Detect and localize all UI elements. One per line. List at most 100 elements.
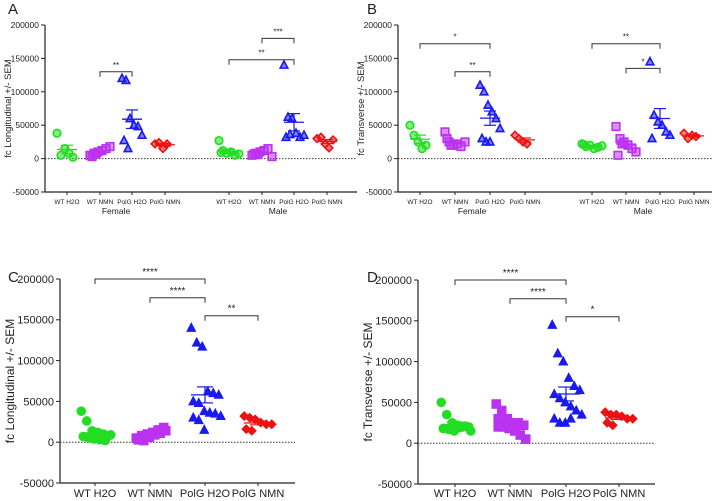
data-point-square <box>491 399 502 409</box>
significance-label: **** <box>142 267 158 278</box>
y-axis-label: fc Longitudinal +/- SEM <box>3 59 14 158</box>
data-point-triangle <box>290 127 302 138</box>
data-point-triangle <box>215 410 226 421</box>
data-point-square <box>105 141 115 152</box>
x-tick-label: PolG H2O <box>541 488 592 500</box>
y-tick-label: 50000 <box>381 397 412 409</box>
panel-letter: C <box>8 269 19 286</box>
data-point-triangle <box>118 134 130 145</box>
y-tick-label: 0 <box>48 437 54 449</box>
data-point-triangle <box>549 412 560 423</box>
y-tick-label: 0 <box>387 154 392 164</box>
data-point-diamond <box>324 142 334 153</box>
significance-bracket <box>99 71 133 77</box>
data-point-circle <box>436 397 447 408</box>
x-tick-label: PolG NMN <box>149 199 180 206</box>
y-tick-label: 200000 <box>17 274 54 286</box>
y-tick-label: 100000 <box>17 355 54 367</box>
significance-bracket <box>228 59 295 65</box>
data-point-circle <box>579 139 589 150</box>
data-point-square <box>613 150 623 160</box>
x-tick-label: PolG NMN <box>311 199 342 206</box>
data-point-triangle <box>646 132 658 143</box>
panel-letter: B <box>367 1 377 18</box>
significance-bracket <box>454 279 567 285</box>
data-point-triangle <box>494 122 506 133</box>
significance-bracket <box>204 315 259 321</box>
data-point-circle <box>105 430 116 440</box>
panel-D: D -50000 0 50000 100000 150000 200000 fc Transv… <box>361 268 655 500</box>
data-point-triangle <box>210 407 221 418</box>
data-point-triangle <box>199 424 210 434</box>
y-tick-label: 0 <box>406 438 412 450</box>
data-point-diamond <box>607 420 618 431</box>
x-tick-label: WT NMN <box>127 488 172 500</box>
data-point-circle <box>76 406 87 416</box>
data-point-diamond <box>627 413 638 424</box>
significance-label: **** <box>530 287 546 298</box>
significance-label: **** <box>170 286 186 297</box>
significance-bracket <box>94 278 206 284</box>
x-tick-label: WT NMN <box>87 199 114 206</box>
data-point-triangle <box>199 405 210 416</box>
x-tick-label: PolG H2O <box>117 199 147 206</box>
data-point-triangle <box>565 400 576 411</box>
data-point-diamond <box>679 128 689 139</box>
y-axis-label: fc Longitudinal +/- SEM <box>3 319 17 443</box>
data-point-triangle <box>120 74 132 85</box>
data-point-circle <box>234 149 244 159</box>
data-point-circle <box>81 416 92 426</box>
data-point-triangle <box>576 408 587 419</box>
data-point-square <box>263 143 273 154</box>
significance-label: * <box>591 305 595 316</box>
y-tick-label: 150000 <box>17 315 54 327</box>
x-tick-label: WT NMN <box>613 199 640 206</box>
y-tick-label: 50000 <box>15 120 39 130</box>
data-point-triangle <box>193 414 204 425</box>
x-tick-label: WT H2O <box>579 199 604 206</box>
data-point-square <box>493 413 504 424</box>
y-tick-label: -50000 <box>366 187 393 197</box>
x-tick-label: WT NMN <box>249 199 276 206</box>
data-point-triangle <box>136 129 148 140</box>
data-point-triangle <box>186 322 197 332</box>
x-tick-label: PolG H2O <box>645 199 675 206</box>
x-tick-label: PolG H2O <box>279 199 309 206</box>
data-point-square <box>160 425 171 436</box>
significance-label: ** <box>623 33 629 42</box>
x-tick-label: PolG NMN <box>678 199 709 206</box>
data-point-triangle <box>478 85 490 96</box>
data-point-triangle <box>558 355 569 366</box>
significance-bracket <box>625 67 661 74</box>
data-point-triangle <box>197 340 208 351</box>
data-point-diamond <box>602 417 613 428</box>
data-point-triangle <box>648 109 660 120</box>
group-label: Female <box>102 206 131 216</box>
data-point-diamond <box>266 419 277 430</box>
data-point-circle <box>465 426 476 436</box>
significance-label: *** <box>273 27 282 36</box>
data-point-triangle <box>476 132 488 143</box>
data-point-circle <box>214 135 224 146</box>
significance-label: ** <box>469 61 475 70</box>
data-point-square <box>496 405 507 416</box>
data-point-triangle <box>284 128 296 139</box>
x-tick-label: PolG NMN <box>232 488 285 500</box>
x-tick-label: PolG H2O <box>475 199 505 206</box>
y-tick-label: -50000 <box>20 478 54 490</box>
panel-letter: A <box>8 1 18 18</box>
data-point-circle <box>52 128 62 138</box>
data-point-square <box>518 420 529 431</box>
data-point-circle <box>441 409 452 420</box>
x-tick-label: PolG NMN <box>509 199 540 206</box>
data-point-triangle <box>664 129 676 140</box>
y-axis-label: fc Transverse +/- SEM <box>356 61 367 155</box>
x-tick-label: PolG H2O <box>180 488 231 500</box>
significance-bracket <box>149 297 206 303</box>
data-point-triangle <box>278 59 290 69</box>
data-point-triangle <box>644 55 656 66</box>
y-tick-label: 100000 <box>11 87 40 97</box>
significance-bracket <box>565 316 620 322</box>
